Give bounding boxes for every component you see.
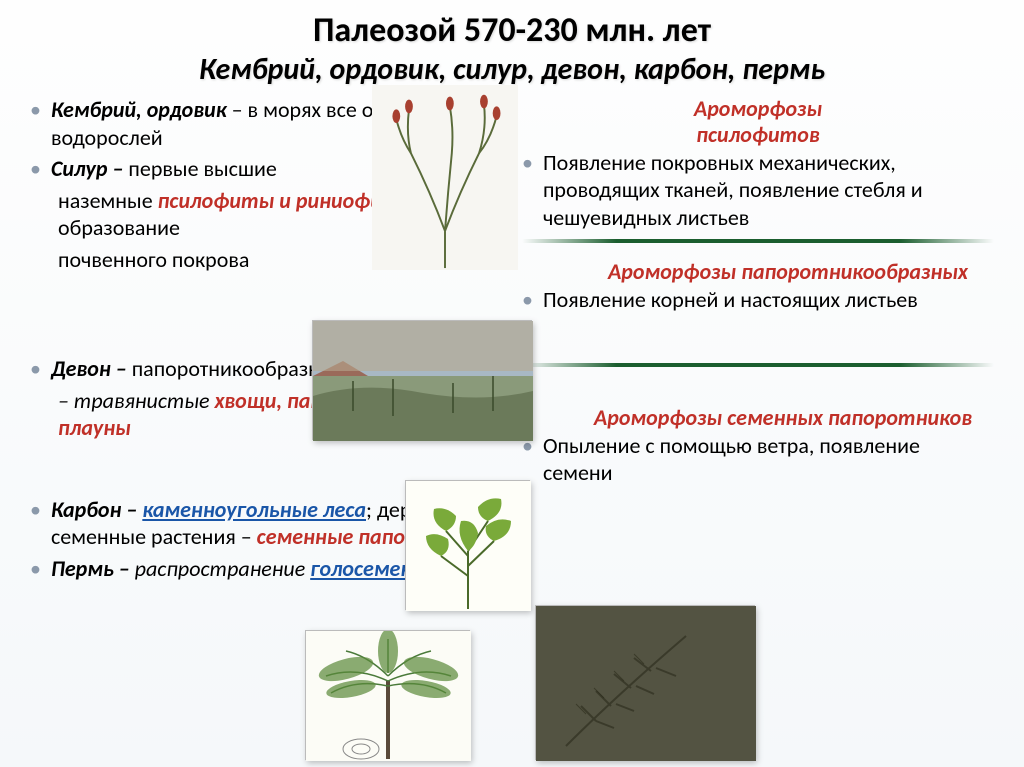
aromorph-title-1b: псилофитов [522,122,994,148]
fern-tree-icon [306,631,471,761]
slide: Палеозой 570-230 млн. лет Кембрий, ордов… [0,0,1024,767]
main-title: Палеозой 570-230 млн. лет [30,10,994,51]
plain-text: первые высшие [128,155,276,182]
bullet-text: Силур – первые высшие [51,155,277,183]
plain-text: образование [58,214,180,241]
bullet-text: Пермь – распространение голосеменных [51,555,450,583]
bullet-dot-icon: • [30,555,41,583]
fossil-icon [536,606,756,761]
divider-line [522,239,994,243]
bullet-dot-icon: • [30,355,41,383]
bullet-dot-icon: • [30,496,41,551]
right-column: Ароморфозы псилофитов • Появление покров… [522,96,994,586]
ginkgo-icon [406,481,531,611]
bullet-dot-icon: • [522,149,533,232]
bullet-text: Появление корней и настоящих листьев [543,286,918,314]
subtitle: Кембрий, ордовик, силур, девон, карбон, … [30,51,994,88]
link-text[interactable]: каменноугольные леса [142,496,366,523]
aromorph-title-3: Ароморфозы семенных папоротников [572,405,994,431]
bullet-dot-icon: • [522,286,533,314]
emph-text: Силур – [51,155,128,182]
bullet-text: Появление покровных механических, провод… [543,149,994,232]
plain-text: наземные [58,187,158,214]
bullet-aromorph-1: • Появление покровных механических, пров… [522,149,994,232]
divider-line [522,363,994,367]
bullet-aromorph-2: • Появление корней и настоящих листьев [522,286,994,314]
italic-text: – травянистые [58,387,215,414]
aromorph-title-2: Ароморфозы папоротникообразных [582,259,994,285]
emph-text: Девон – [51,355,132,382]
bullet-text: Девон – папоротникообразные [51,355,346,383]
bullet-dot-icon: • [30,155,41,183]
emph-text: Кембрий, ордовик [51,96,227,123]
bullet-aromorph-3: • Опыление с помощью ветра, появление се… [522,432,994,487]
fossil-image [535,605,755,760]
emph-text: Карбон – [51,496,142,523]
landscape-icon [313,321,533,441]
fern-tree-image [305,630,470,760]
aromorph-title-1a: Ароморфозы [522,96,994,122]
psilophyte-image [370,85,520,275]
emph-text: Пермь – [51,555,135,582]
ginkgo-image [405,480,530,610]
bullet-text: Опыление с помощью ветра, появление семе… [543,432,994,487]
italic-text: распространение [135,555,310,582]
plant-icon [370,85,520,270]
devon-landscape-image [312,320,532,440]
bullet-dot-icon: • [30,96,41,151]
